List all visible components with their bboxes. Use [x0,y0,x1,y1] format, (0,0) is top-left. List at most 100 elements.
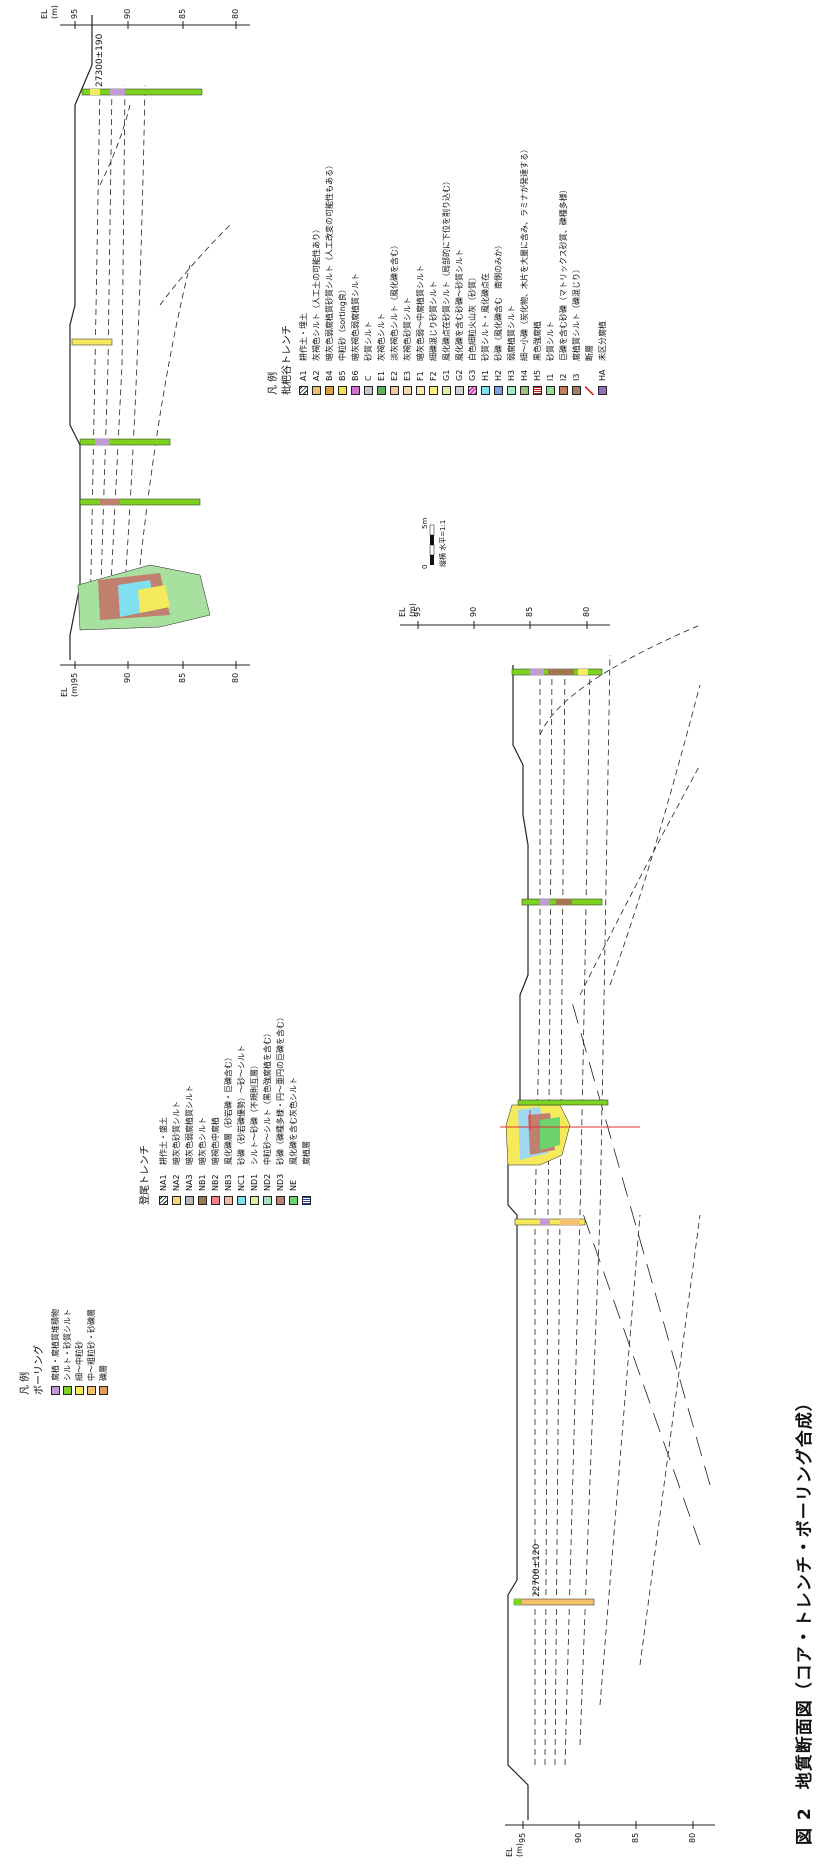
hana-legend-label: 黒色強腐植 [533,321,542,361]
upper-left-tick-95: 95 [70,672,79,683]
hana-legend-swatch [312,386,321,395]
hana-legend-swatch [572,386,581,395]
hana-legend-code: A1 [299,370,308,381]
boring-legend-label: 礫層 [99,1365,108,1381]
hana-legend-code: C [364,375,373,381]
hana-legend-swatch [481,386,490,395]
hana-legend-swatch [520,386,529,395]
noo-legend-code: ND3 [276,1173,285,1191]
hana-legend-label: 断層 [585,345,594,361]
hana-legend-label: 細礫混じり砂質シルト [429,281,438,361]
lower-trench-inset [500,1099,640,1166]
hana-legend-swatch [390,386,399,395]
upper-axis-right [60,21,250,29]
hana-legend-label: 暗灰褐色弱腐植質シルト [351,273,360,361]
hana-legend-code: E3 [403,370,412,381]
noo-legend-label: 暗褐色中腐植 [211,1117,220,1165]
upper-correlation-lines [89,84,231,626]
scale-bar [429,524,435,565]
lower-tick-80: 80 [688,1832,697,1843]
boring-legend-label: 中～粗粒砂・砂礫層 [87,1309,96,1381]
hana-legend-code: I1 [546,373,555,381]
noo-legend-label: 耕作土・盛土 [159,1117,168,1165]
hana-legend-swatch [494,386,503,395]
boring-legend-swatch [51,1386,60,1395]
noo-legend-swatch [172,1196,181,1205]
hana-legend-code: I3 [572,373,581,381]
hana-legend-label: 白色細粒火山灰（砂質） [468,273,477,361]
noo-legend-code: NE [289,1179,298,1191]
hana-legend-code: H3 [507,369,516,381]
hana-legend-code: E2 [390,370,399,381]
hana-legend-swatch [455,386,464,395]
lower-ground-surface [507,665,529,1820]
boring-legend-label: 腐植・腐植質堆積物 [51,1309,60,1381]
lower-tick-95: 95 [518,1832,527,1843]
upper-right-tick-90: 90 [123,8,132,19]
noo-legend-label: シルト～砂礫（不規則互層） [250,1061,259,1165]
age-annotation-upper: 27300±190 [95,33,105,87]
noo-legend-code: NC1 [237,1174,246,1191]
hana-legend-swatch [468,386,477,395]
hana-legend-label: 灰褐色シルト [377,313,386,361]
noo-legend-swatch [198,1196,207,1205]
hana-legend-label: 砂質シルト [546,321,555,361]
noo-legend-label: 暗灰色シルト [198,1117,207,1165]
hana-legend-code: B5 [338,370,347,381]
lower-boreholes [511,668,603,1606]
hana-legend-label: 風化礫点在砂質シルト（局部的に下位を削り込む） [442,177,451,361]
hana-legend-code: H5 [533,369,542,381]
lower-el-label: EL [505,1847,514,1857]
upper-right-tick-95: 95 [70,8,79,19]
lower-tick-85: 85 [631,1832,640,1843]
upper-right-el-unit: (m) [50,4,59,19]
noo-legend-code: NA2 [172,1174,181,1191]
upper-axis-left [60,661,250,669]
noo-legend-swatch [211,1196,220,1205]
hana-legend-code: E1 [377,370,386,381]
hana-legend-code: G2 [455,369,464,381]
noo-legend-code: NA1 [159,1174,168,1191]
hana-legend-swatch [403,386,412,395]
hana-legend-label: 腐植質シルト（礫混じり） [572,265,581,361]
noo-legend-code: ND1 [250,1173,259,1191]
age-annotation-lower: 22700±120 [532,1543,542,1597]
hana-legend-code: HA [598,369,607,382]
hana-legend-label: 風化礫を含む砂礫～砂質シルト [455,249,464,361]
noo-legend-label: 砂礫（礫種多様・円～亜円の巨礫を含む） [276,1013,285,1165]
hana-legend-code: I2 [559,373,568,381]
hana-legend-swatch [559,386,568,395]
hana-legend-swatch [416,386,425,395]
lower-right-el-label: EL [398,607,407,617]
noo-legend-swatch [289,1196,298,1205]
noo-legend-swatch [185,1196,194,1205]
upper-right-tick-85: 85 [178,8,187,19]
boring-legend-subheader: ボーリング [34,1345,45,1395]
hana-legend-label: 淡灰褐色シルト（風化礫を含む） [390,241,399,361]
noo-legend-label: 風化礫層（砂岩礫・巨礫含む） [224,1053,233,1165]
hana-legend-label: 暗灰色弱腐植質砂質シルト（人工改変の可能性もある） [325,161,334,361]
hana-legend-code: H1 [481,369,490,381]
lower-tick-90: 90 [574,1832,583,1843]
lower-correlation-lines [534,624,701,1766]
hana-legend-swatch [442,386,451,395]
hana-legend-label: 中粒砂（sorting良） [338,285,347,361]
hana-legend-label: 灰褐色砂質シルト [403,297,412,361]
hana-legend-code: B6 [351,370,360,381]
hana-legend-subheader: 枇杷谷トレンチ [282,325,293,395]
noo-legend-label: 暗灰色砂質シルト [172,1101,181,1165]
noo-legend-code: NB1 [198,1174,207,1191]
upper-right-el-label: EL [40,9,49,19]
hana-legend-code: F2 [429,371,438,381]
noo-legend-code: NA3 [185,1174,194,1191]
upper-left-tick-90: 90 [123,672,132,683]
boring-legend-swatch [63,1386,72,1395]
hana-legend-label: 灰褐色シルト（人工土の可能性あり） [312,225,321,361]
hana-legend-label: 弱腐植質シルト [507,305,516,361]
hana-legend-code: A2 [312,370,321,381]
lower-right-tick-85: 85 [525,606,534,617]
noo-legend-swatch [302,1196,311,1205]
